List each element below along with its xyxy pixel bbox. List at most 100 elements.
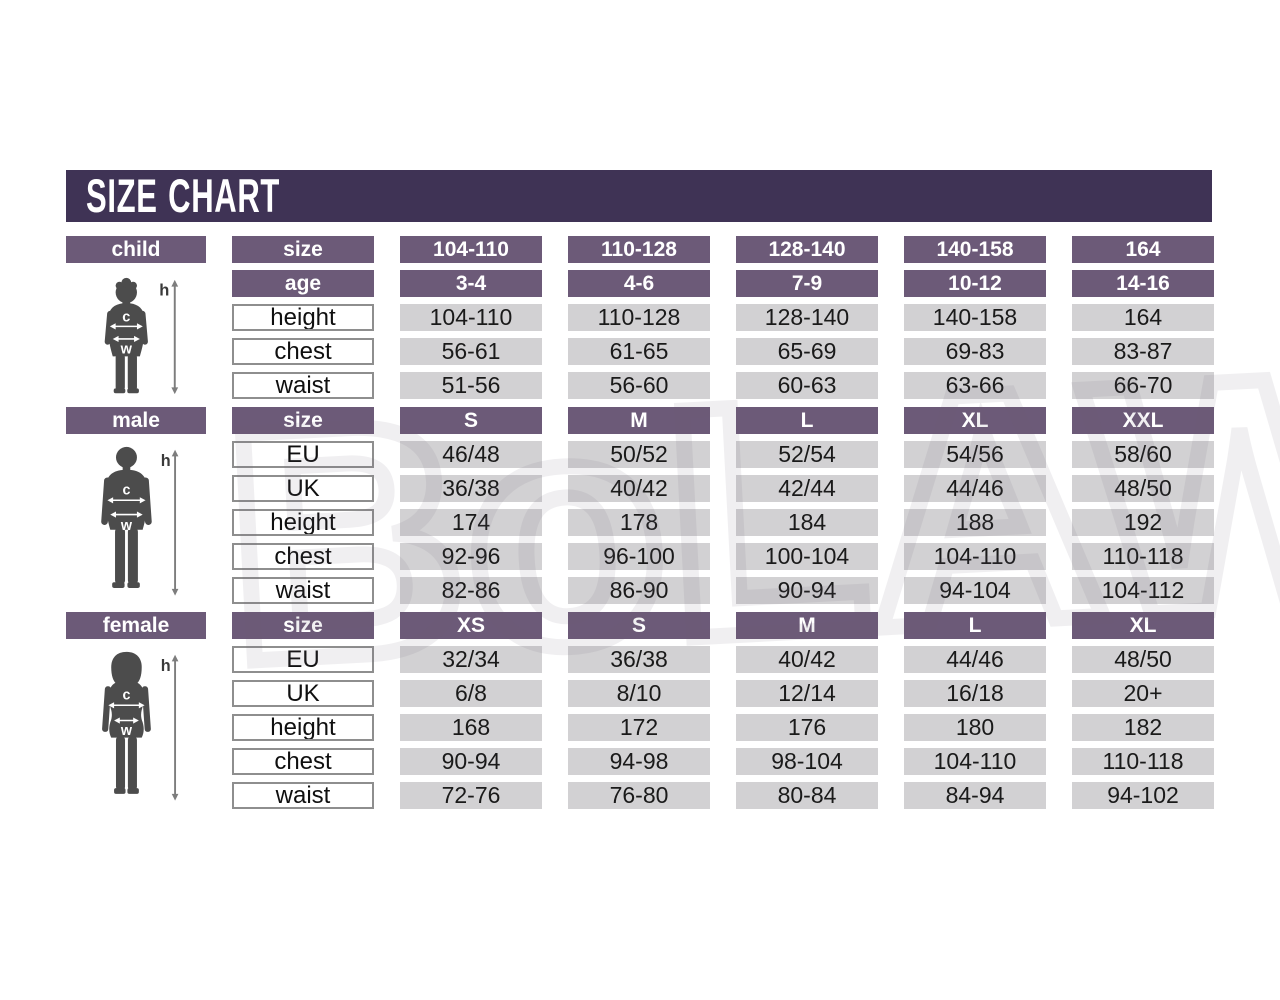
data-cell-female-EU: 44/46 bbox=[904, 646, 1046, 673]
header-label-size: size bbox=[232, 612, 374, 639]
data-cell-male-height: 178 bbox=[568, 509, 710, 536]
section-female: female c w h size XS S M L XL EU 32/34 36/38 40/4… bbox=[66, 612, 1214, 809]
header-cell-child: 164 bbox=[1072, 236, 1214, 263]
waist-arrow-icon bbox=[114, 717, 139, 724]
header-cell-child: 10-12 bbox=[904, 270, 1046, 297]
row-label-chest: chest bbox=[232, 748, 374, 775]
height-arrow-icon: h bbox=[161, 654, 179, 801]
section-label-female: female bbox=[66, 612, 206, 639]
data-cell-male-UK: 40/42 bbox=[568, 475, 710, 502]
row-label-height: height bbox=[232, 509, 374, 536]
data-cell-female-EU: 48/50 bbox=[1072, 646, 1214, 673]
data-cell-female-waist: 84-94 bbox=[904, 782, 1046, 809]
section-child: child c w h size 104-110 110-128 128-140 140… bbox=[66, 236, 1214, 399]
data-cell-male-UK: 36/38 bbox=[400, 475, 542, 502]
header-cell-female: L bbox=[904, 612, 1046, 639]
svg-text:c: c bbox=[122, 483, 130, 499]
data-cell-male-height: 174 bbox=[400, 509, 542, 536]
data-cell-male-EU: 54/56 bbox=[904, 441, 1046, 468]
female-silhouette-icon: c w h bbox=[102, 651, 179, 801]
data-cell-male-EU: 58/60 bbox=[1072, 441, 1214, 468]
section-label-child: child bbox=[66, 236, 206, 263]
header-cell-female: XL bbox=[1072, 612, 1214, 639]
header-cell-child: 140-158 bbox=[904, 236, 1046, 263]
header-label-size: size bbox=[232, 407, 374, 434]
data-cell-female-waist: 76-80 bbox=[568, 782, 710, 809]
data-cell-male-height: 192 bbox=[1072, 509, 1214, 536]
header-label-age: age bbox=[232, 270, 374, 297]
section-male: male c w h size S M L XL XXL EU 46/48 50/52 52/54… bbox=[66, 407, 1214, 604]
data-cell-male-waist: 90-94 bbox=[736, 577, 878, 604]
svg-text:h: h bbox=[159, 281, 169, 299]
data-cell-female-EU: 40/42 bbox=[736, 646, 878, 673]
data-cell-female-waist: 94-102 bbox=[1072, 782, 1214, 809]
data-cell-male-waist: 86-90 bbox=[568, 577, 710, 604]
data-cell-female-chest: 104-110 bbox=[904, 748, 1046, 775]
data-cell-child-waist: 51-56 bbox=[400, 372, 542, 399]
header-cell-male: XXL bbox=[1072, 407, 1214, 434]
height-arrow-icon: h bbox=[159, 279, 179, 395]
header-cell-male: S bbox=[400, 407, 542, 434]
child-figure: c w h bbox=[66, 270, 206, 399]
data-cell-male-chest: 92-96 bbox=[400, 543, 542, 570]
waist-arrow-icon bbox=[110, 511, 143, 518]
data-cell-child-chest: 83-87 bbox=[1072, 338, 1214, 365]
data-cell-female-height: 182 bbox=[1072, 714, 1214, 741]
data-cell-female-UK: 16/18 bbox=[904, 680, 1046, 707]
data-cell-female-waist: 72-76 bbox=[400, 782, 542, 809]
data-cell-female-height: 172 bbox=[568, 714, 710, 741]
male-figure: c w h bbox=[66, 441, 206, 604]
data-cell-female-height: 176 bbox=[736, 714, 878, 741]
data-cell-female-UK: 20+ bbox=[1072, 680, 1214, 707]
svg-text:c: c bbox=[122, 688, 130, 704]
header-cell-male: M bbox=[568, 407, 710, 434]
data-cell-male-height: 184 bbox=[736, 509, 878, 536]
row-label-EU: EU bbox=[232, 646, 374, 673]
data-cell-female-chest: 98-104 bbox=[736, 748, 878, 775]
data-cell-male-EU: 52/54 bbox=[736, 441, 878, 468]
data-cell-female-EU: 32/34 bbox=[400, 646, 542, 673]
data-cell-male-height: 188 bbox=[904, 509, 1046, 536]
data-cell-male-UK: 44/46 bbox=[904, 475, 1046, 502]
size-table: child c w h size 104-110 110-128 128-140 140… bbox=[66, 236, 1214, 817]
row-label-waist: waist bbox=[232, 782, 374, 809]
banner: SIZE CHART bbox=[66, 170, 1212, 222]
header-cell-female: M bbox=[736, 612, 878, 639]
data-cell-child-waist: 66-70 bbox=[1072, 372, 1214, 399]
data-cell-male-waist: 104-112 bbox=[1072, 577, 1214, 604]
data-cell-female-height: 180 bbox=[904, 714, 1046, 741]
header-cell-child: 128-140 bbox=[736, 236, 878, 263]
row-label-EU: EU bbox=[232, 441, 374, 468]
data-cell-male-UK: 42/44 bbox=[736, 475, 878, 502]
data-cell-child-chest: 56-61 bbox=[400, 338, 542, 365]
header-cell-child: 110-128 bbox=[568, 236, 710, 263]
data-cell-female-chest: 94-98 bbox=[568, 748, 710, 775]
data-cell-female-chest: 110-118 bbox=[1072, 748, 1214, 775]
page-title: SIZE CHART bbox=[86, 169, 281, 222]
header-label-size: size bbox=[232, 236, 374, 263]
header-cell-male: XL bbox=[904, 407, 1046, 434]
data-cell-male-EU: 46/48 bbox=[400, 441, 542, 468]
data-cell-male-chest: 104-110 bbox=[904, 543, 1046, 570]
data-cell-female-UK: 8/10 bbox=[568, 680, 710, 707]
data-cell-child-waist: 60-63 bbox=[736, 372, 878, 399]
data-cell-child-height: 140-158 bbox=[904, 304, 1046, 331]
data-cell-male-UK: 48/50 bbox=[1072, 475, 1214, 502]
data-cell-child-height: 128-140 bbox=[736, 304, 878, 331]
svg-text:h: h bbox=[161, 657, 171, 675]
data-cell-female-waist: 80-84 bbox=[736, 782, 878, 809]
row-label-waist: waist bbox=[232, 577, 374, 604]
data-cell-child-chest: 69-83 bbox=[904, 338, 1046, 365]
data-cell-child-height: 104-110 bbox=[400, 304, 542, 331]
data-cell-male-waist: 82-86 bbox=[400, 577, 542, 604]
row-label-height: height bbox=[232, 714, 374, 741]
chest-arrow-icon bbox=[107, 497, 146, 504]
waist-arrow-icon bbox=[112, 335, 140, 343]
data-cell-male-chest: 96-100 bbox=[568, 543, 710, 570]
row-label-waist: waist bbox=[232, 372, 374, 399]
svg-text:c: c bbox=[122, 309, 130, 325]
row-label-chest: chest bbox=[232, 338, 374, 365]
header-cell-female: S bbox=[568, 612, 710, 639]
header-cell-child: 4-6 bbox=[568, 270, 710, 297]
